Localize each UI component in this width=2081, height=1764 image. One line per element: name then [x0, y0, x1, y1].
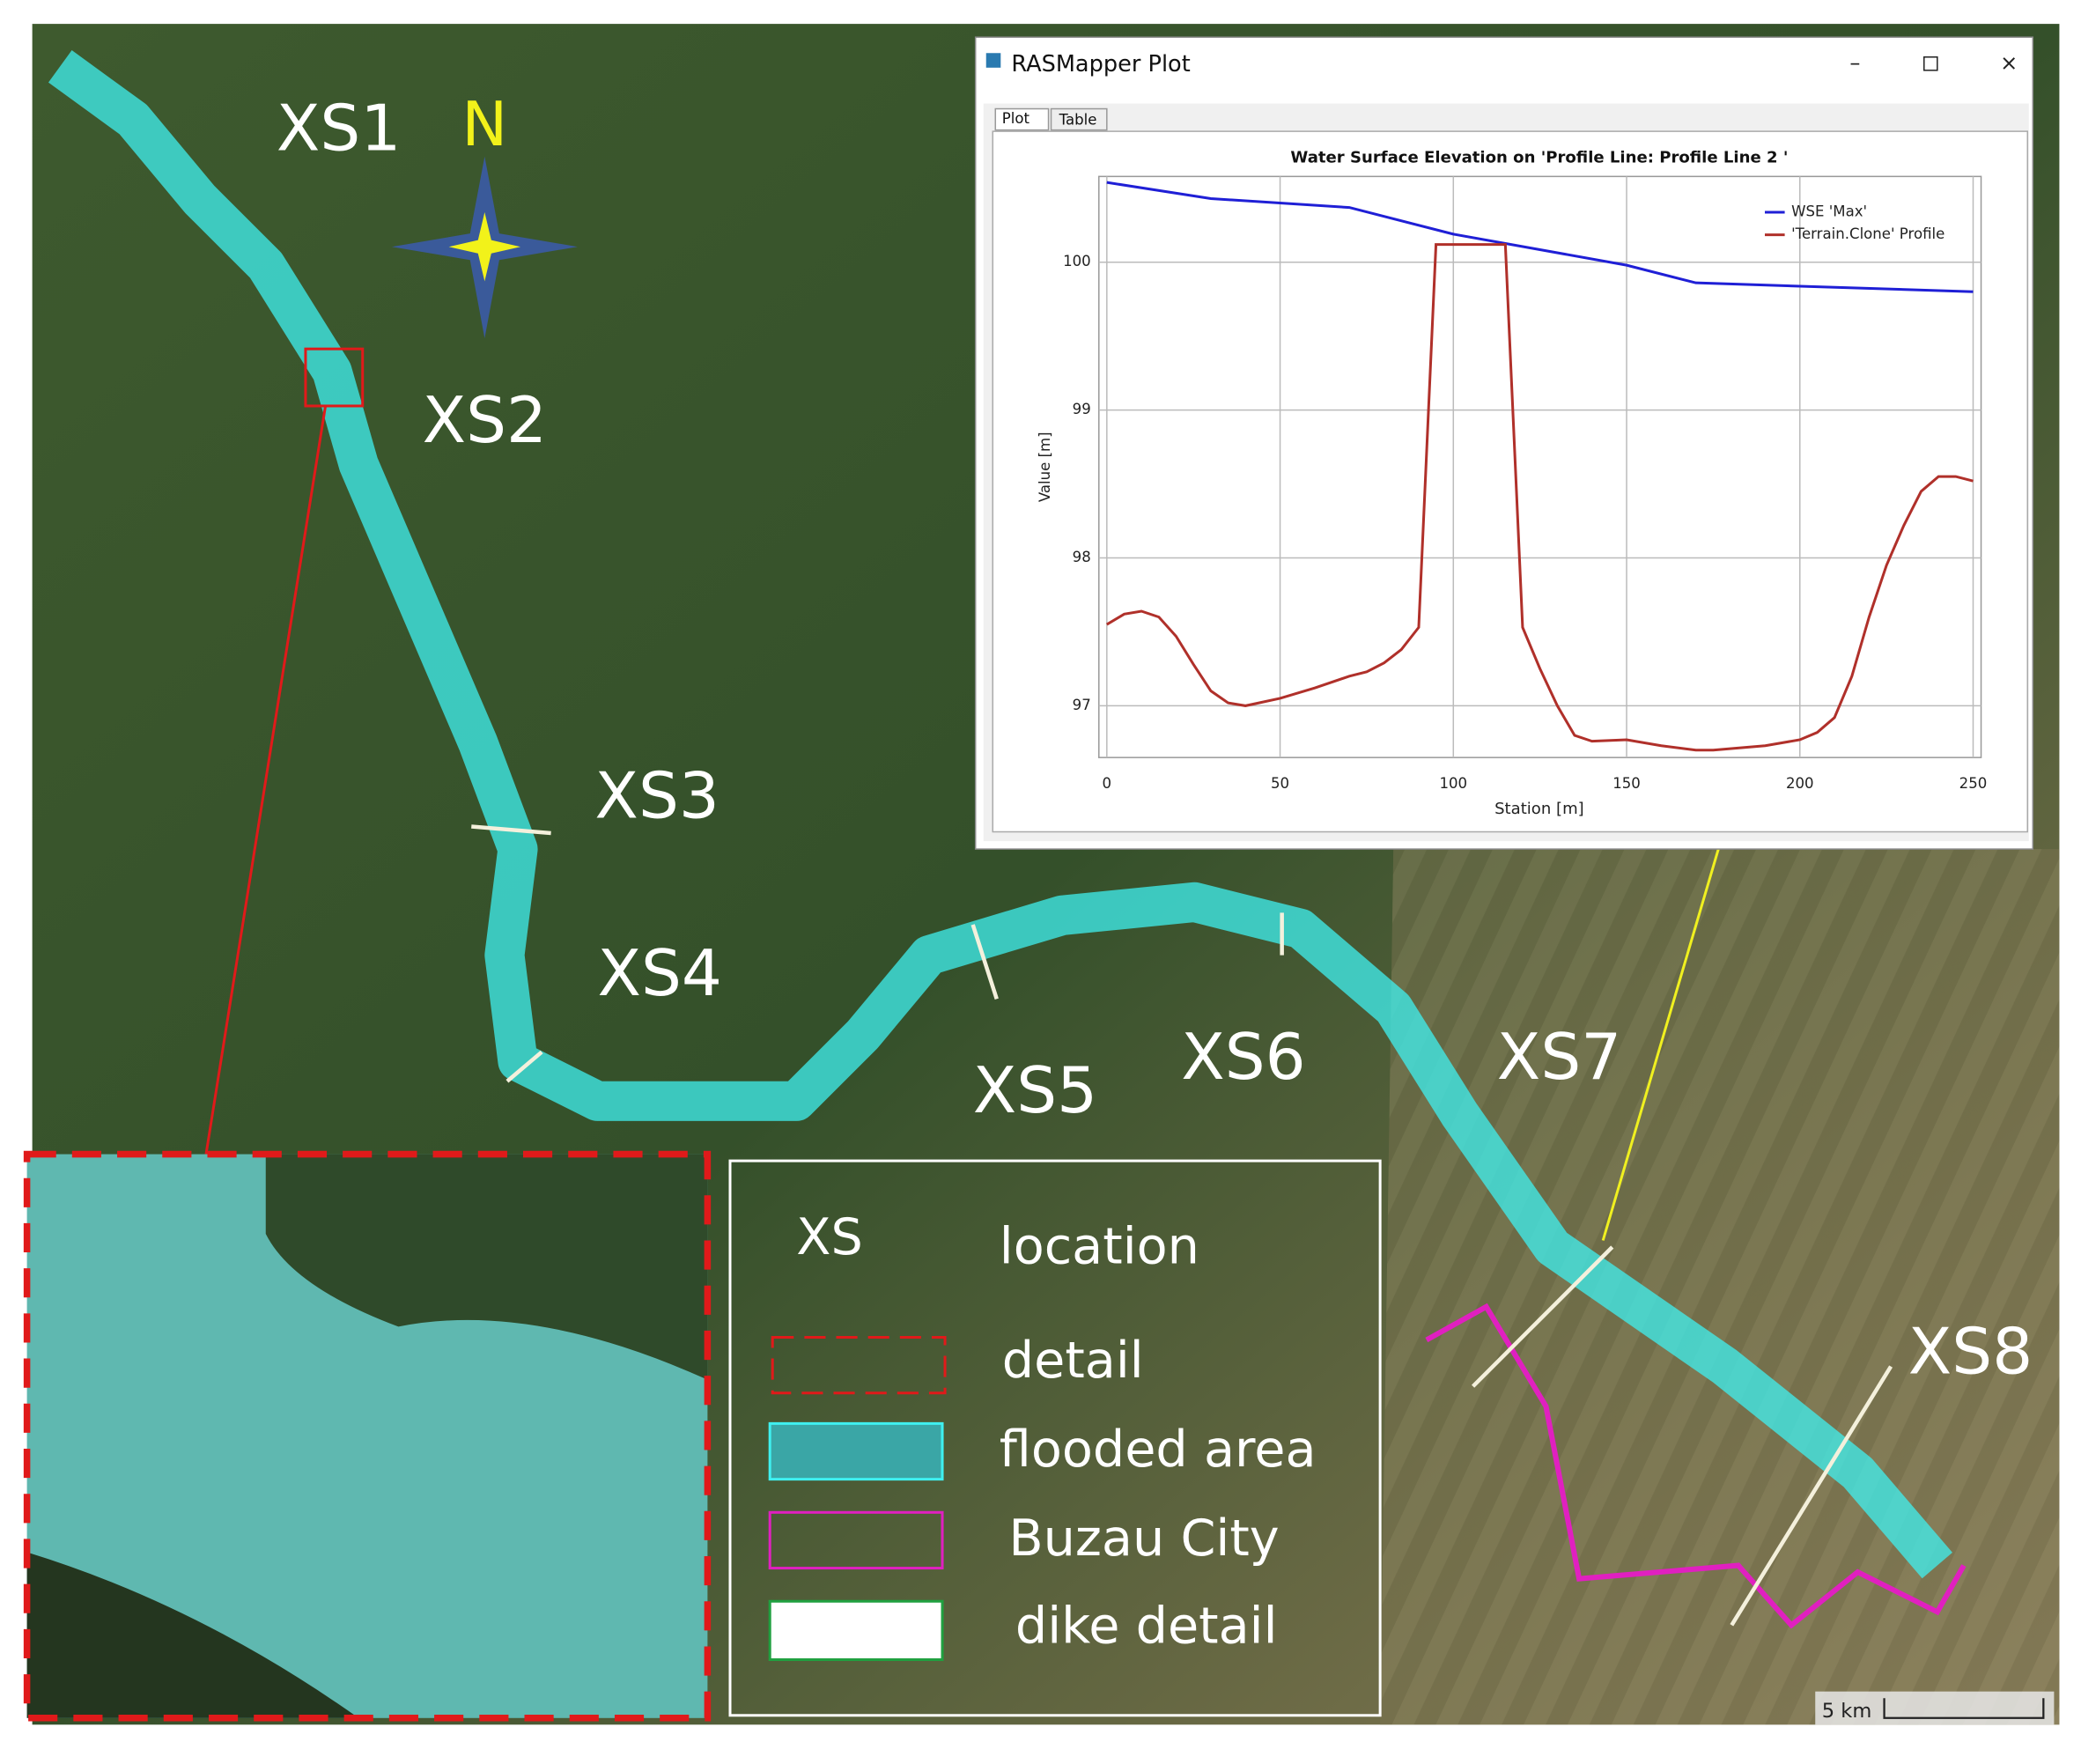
xs-label: XS5 [973, 1054, 1097, 1128]
xs-label: XS6 [1181, 1021, 1305, 1095]
forest [26, 1552, 359, 1718]
plot-frame [1098, 175, 1982, 758]
legend-label: location [1000, 1218, 1199, 1276]
detail-marker [304, 347, 365, 408]
legend-title: XS [796, 1208, 863, 1266]
y-tick-label: 97 [1073, 697, 1091, 713]
xs-label: XS8 [1908, 1316, 2033, 1390]
buzau-city-boundary [1425, 1303, 1967, 1629]
compass-star [448, 212, 520, 282]
north-label: N [461, 90, 507, 160]
x-tick-label: 200 [1786, 775, 1814, 792]
legend-swatch [768, 1421, 944, 1481]
x-tick-label: 50 [1271, 775, 1289, 792]
scale-label: 5 km [1822, 1700, 1872, 1723]
y-tick-label: 99 [1073, 401, 1091, 417]
x-tick-label: 0 [1103, 775, 1112, 792]
xs-labels: XS1 XS2 XS3 XS4 XS5 XS6 XS7 XS8 [277, 92, 2033, 1390]
legend-label: dike detail [1015, 1597, 1278, 1655]
window-title: RASMapper Plot [1011, 51, 1190, 77]
y-tick-label: 98 [1073, 549, 1091, 565]
minimize-button[interactable]: – [1849, 50, 1860, 75]
xs-label: XS2 [423, 384, 547, 458]
cross-sections [471, 824, 1893, 1627]
legend-label: flooded area [1000, 1421, 1317, 1479]
plot-window: RASMapper Plot – × Plot Table Water Surf… [974, 36, 2034, 850]
legend-swatch [771, 1335, 947, 1395]
data-line [1106, 181, 1974, 293]
xs-label: XS4 [597, 937, 721, 1011]
detail-arrow [204, 405, 328, 1155]
farmland [1380, 849, 2060, 1725]
legend-label: detail [1002, 1332, 1144, 1390]
maximize-button[interactable] [1923, 56, 1938, 71]
tab-label[interactable]: Table [1059, 112, 1097, 129]
forest [265, 1154, 708, 1380]
legend-label: 'Terrain.Clone' Profile [1791, 225, 1944, 242]
xs-label: XS3 [594, 759, 719, 833]
x-axis-label: Station [m] [1494, 800, 1584, 818]
x-tick-label: 250 [1959, 775, 1988, 792]
flooded-area [48, 50, 1952, 1579]
scale-bar: 5 km [1815, 1691, 2055, 1725]
xs-label: XS1 [277, 92, 401, 166]
tab-label[interactable]: Plot [1002, 110, 1030, 127]
tab[interactable] [994, 107, 1050, 131]
legend-swatch [768, 1599, 944, 1662]
legend-label: Buzau City [1008, 1509, 1279, 1568]
chart-title: Water Surface Elevation on 'Profile Line… [1290, 148, 1788, 166]
legend-label: WSE 'Max' [1791, 203, 1867, 220]
tab[interactable] [1050, 107, 1108, 131]
window-icon [985, 53, 1001, 68]
legend-swatch [768, 1510, 944, 1570]
detail-border [23, 1150, 712, 1722]
x-tick-label: 100 [1439, 775, 1467, 792]
xs-label: XS7 [1497, 1021, 1621, 1095]
plot-area: 97 98 99 100 0 50 100 150 200 250 WSE 'Max' 'Terrai… [1063, 175, 1988, 792]
legend-box [728, 1159, 1382, 1717]
detail-inset [23, 1150, 712, 1722]
x-tick-label: 150 [1612, 775, 1641, 792]
legend: XS location detail flooded area Buzau Ci… [728, 1159, 1382, 1717]
profile-arrow [1601, 848, 1720, 1241]
data-line [1106, 243, 1974, 752]
close-button[interactable]: × [2000, 50, 2018, 75]
y-tick-label: 100 [1063, 253, 1091, 269]
y-axis-label: Value [m] [1037, 432, 1053, 502]
